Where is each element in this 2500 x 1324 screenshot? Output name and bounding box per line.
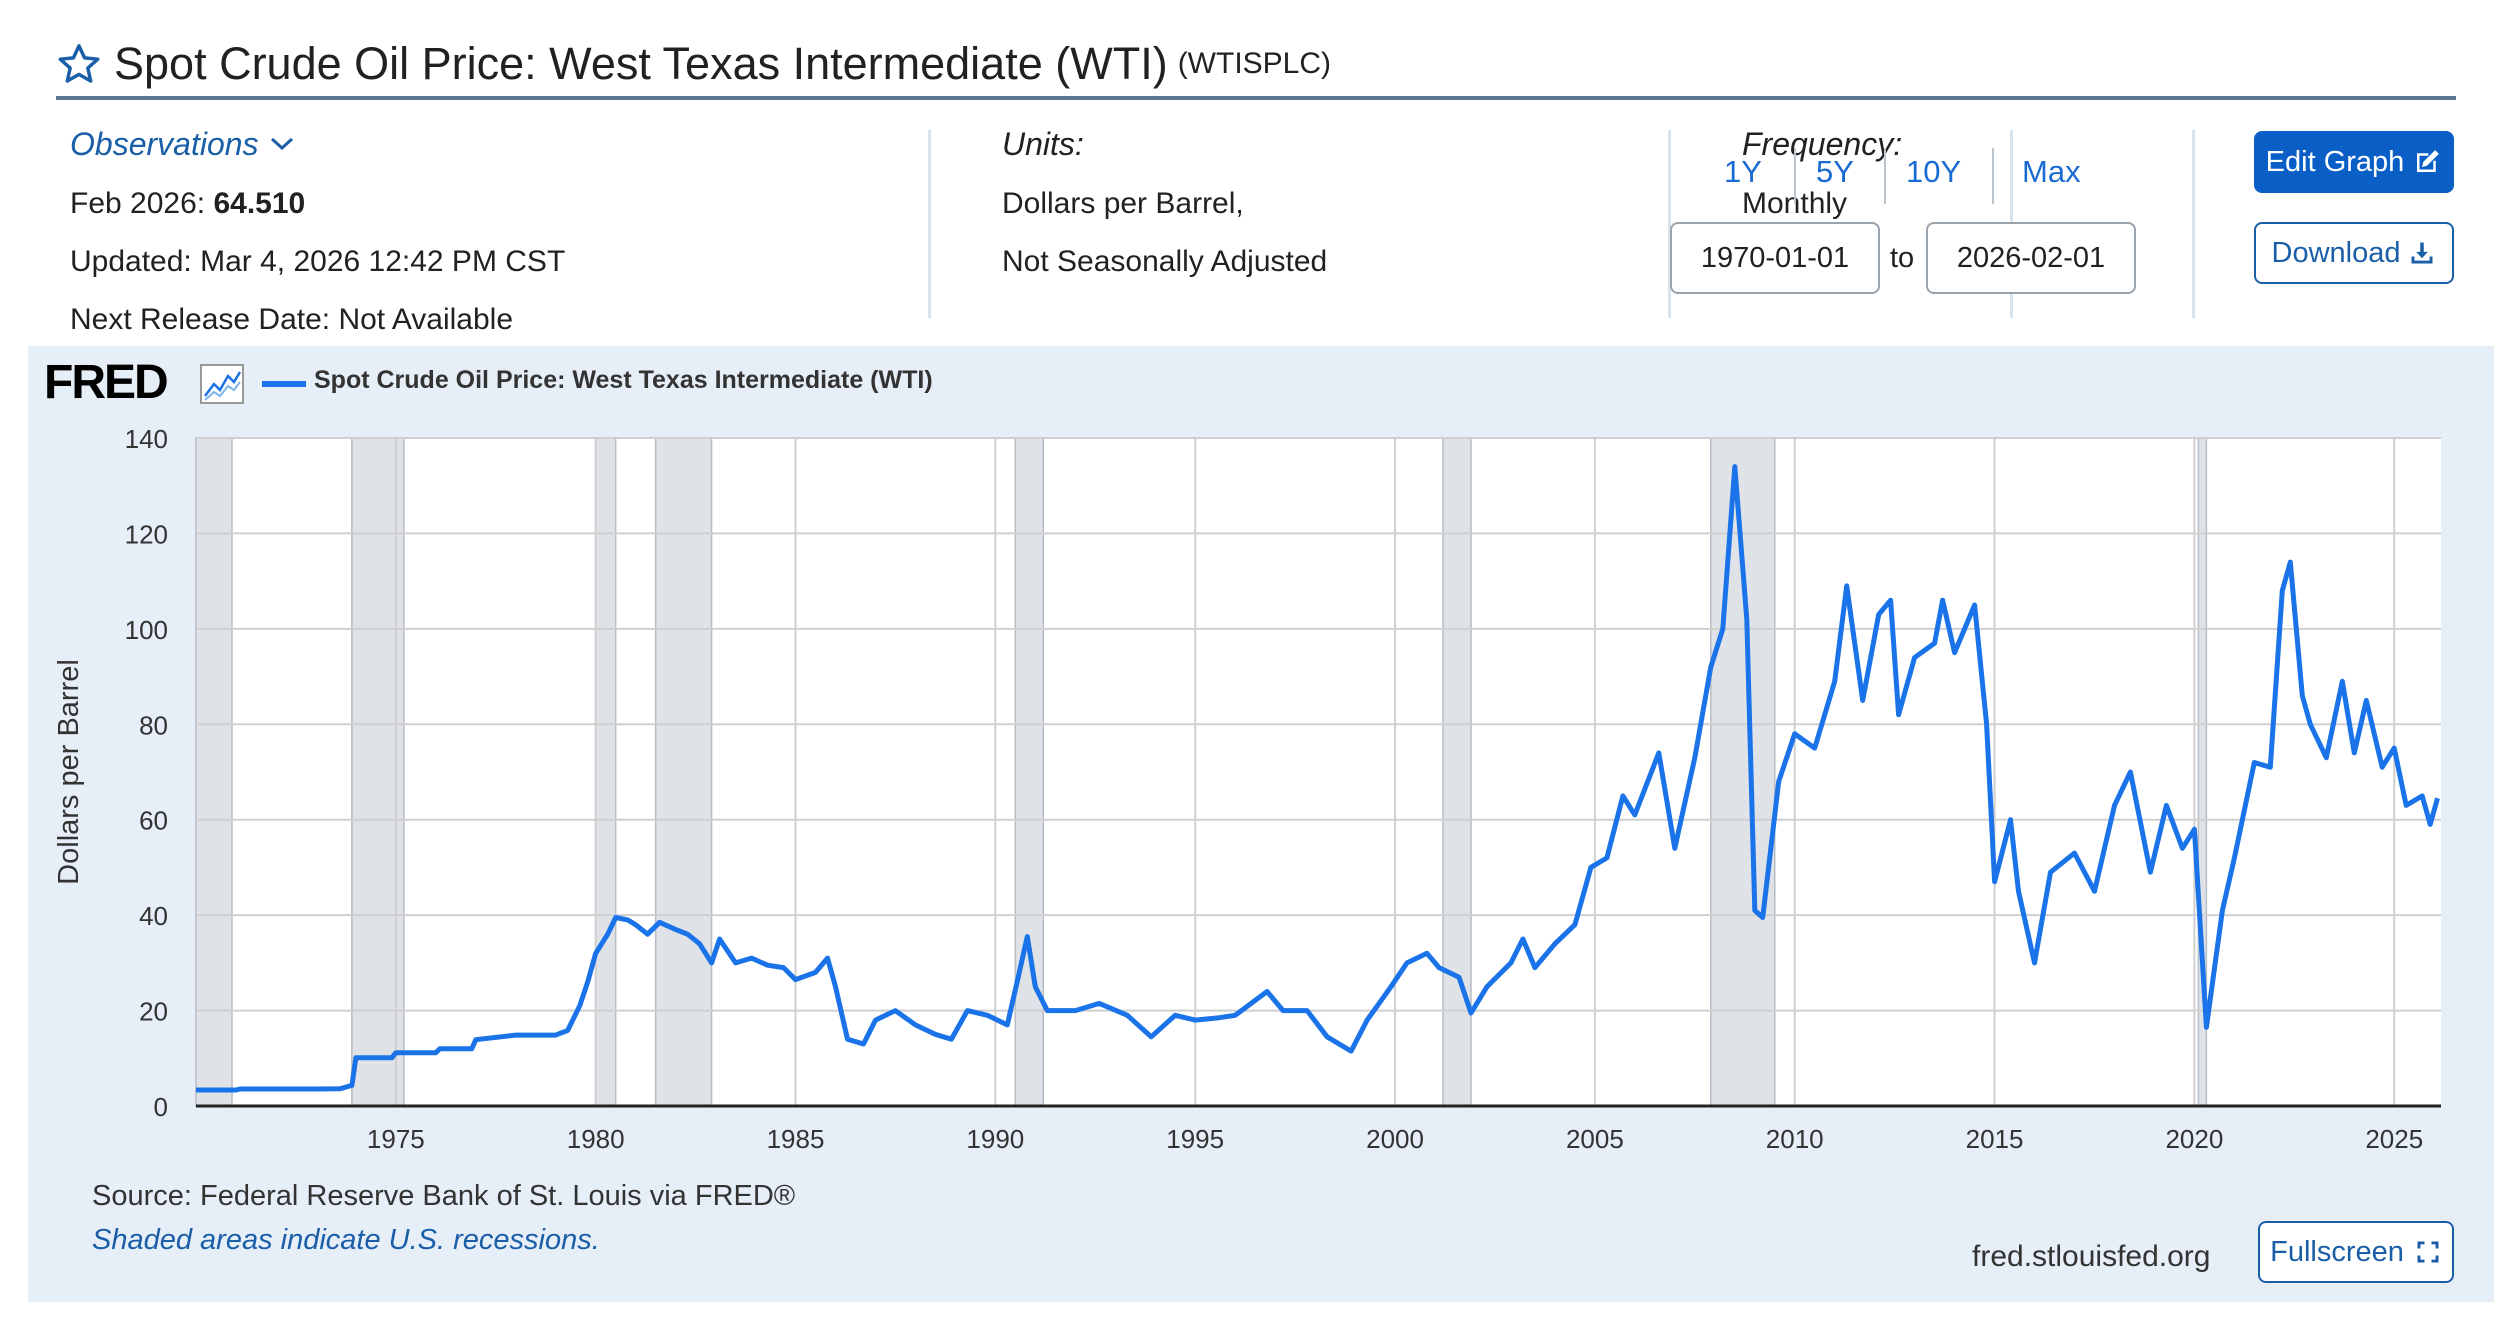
x-tick-label: 2015: [1966, 1124, 2024, 1154]
x-tick-label: 1995: [1166, 1124, 1224, 1154]
line-chart[interactable]: 0 20 40 60 80 100 120 140 1975 1980 1985 1990 1995 2…: [28, 346, 2494, 1206]
end-date-field[interactable]: 2026-02-01: [1926, 222, 2136, 294]
chevron-down-icon: [270, 137, 293, 151]
series-id: (WTISPLC): [1177, 47, 1332, 80]
title-divider: [56, 96, 2456, 100]
range-option-divider: [1992, 148, 1994, 204]
y-tick-label: 60: [139, 806, 168, 836]
fred-logo: FRED: [44, 356, 169, 409]
fullscreen-label: Fullscreen: [2270, 1235, 2404, 1268]
page-title: Spot Crude Oil Price: West Texas Interme…: [114, 38, 1168, 89]
edit-icon: [2417, 150, 2440, 172]
observations-panel: Observations Feb 2026: 64.510 Updated: M…: [70, 120, 565, 344]
divider: [2192, 130, 2195, 318]
y-tick-label: 20: [139, 997, 168, 1027]
range-5y-option[interactable]: 5Y: [1816, 154, 1854, 189]
y-axis-label: Dollars per Barrel: [53, 659, 85, 885]
latest-observation-value: 64.510: [213, 187, 306, 220]
x-tick-label: 1990: [966, 1124, 1024, 1154]
chart-sparkline-icon: [200, 364, 244, 404]
recession-note-link[interactable]: Shaded areas indicate U.S. recessions.: [92, 1224, 600, 1256]
x-tick-label: 2020: [2165, 1124, 2223, 1154]
fullscreen-icon: [2417, 1241, 2439, 1263]
units-panel: Units: Dollars per Barrel, Not Seasonall…: [1002, 120, 1327, 286]
latest-observation-date: Feb 2026:: [70, 187, 206, 220]
star-icon[interactable]: [56, 41, 102, 87]
y-tick-label: 100: [125, 615, 168, 645]
legend-swatch: [262, 381, 306, 387]
page-header: Spot Crude Oil Price: West Texas Interme…: [56, 26, 2456, 102]
x-tick-label: 2010: [1766, 1124, 1824, 1154]
divider: [1668, 130, 1671, 318]
download-icon: [2411, 242, 2433, 264]
recession-band: [654, 437, 713, 1107]
x-tick-label: 1975: [367, 1124, 425, 1154]
updated-text: Updated: Mar 4, 2026 12:42 PM CST: [70, 245, 566, 278]
latest-observation: Feb 2026: 64.510: [70, 180, 565, 228]
legend-label: Spot Crude Oil Price: West Texas Interme…: [314, 366, 933, 394]
frequency-label: Frequency:: [1742, 126, 1903, 162]
recession-band: [195, 437, 233, 1107]
range-1y-option[interactable]: 1Y: [1724, 154, 1762, 189]
next-release-text: Next Release Date: Not Available: [70, 303, 514, 336]
range-option-divider: [1884, 148, 1886, 204]
units-label: Units:: [1002, 126, 1084, 162]
source-text: Source: Federal Reserve Bank of St. Loui…: [92, 1180, 796, 1212]
units-line1: Dollars per Barrel,: [1002, 187, 1244, 220]
plot-area: [196, 438, 2441, 1106]
y-tick-label: 140: [125, 424, 168, 454]
y-tick-label: 120: [125, 519, 168, 549]
wti-price-line: [196, 464, 2440, 1093]
x-tick-label: 2025: [2365, 1124, 2423, 1154]
x-tick-label: 2005: [1566, 1124, 1624, 1154]
y-tick-label: 40: [139, 901, 168, 931]
range-max-option[interactable]: Max: [2022, 154, 2081, 189]
observations-dropdown[interactable]: Observations: [70, 120, 565, 168]
x-tick-label: 2000: [1366, 1124, 1424, 1154]
x-tick-label: 1985: [767, 1124, 825, 1154]
to-label: to: [1890, 242, 1915, 274]
observations-label: Observations: [70, 126, 259, 162]
y-tick-label: 80: [139, 710, 168, 740]
units-line2: Not Seasonally Adjusted: [1002, 245, 1328, 278]
site-url: fred.stlouisfed.org: [1972, 1240, 2211, 1273]
start-date-field[interactable]: 1970-01-01: [1670, 222, 1880, 294]
recession-band: [594, 437, 617, 1107]
range-10y-option[interactable]: 10Y: [1906, 154, 1962, 189]
y-tick-label: 0: [154, 1092, 168, 1122]
divider: [928, 130, 931, 318]
download-label: Download: [2271, 236, 2401, 269]
edit-graph-label: Edit Graph: [2265, 145, 2405, 178]
x-tick-label: 1980: [567, 1124, 625, 1154]
recession-band: [1014, 437, 1045, 1107]
range-option-divider: [1794, 148, 1796, 204]
fullscreen-button[interactable]: Fullscreen: [2258, 1221, 2454, 1283]
edit-graph-button[interactable]: Edit Graph: [2254, 131, 2454, 193]
download-button[interactable]: Download: [2254, 222, 2454, 284]
